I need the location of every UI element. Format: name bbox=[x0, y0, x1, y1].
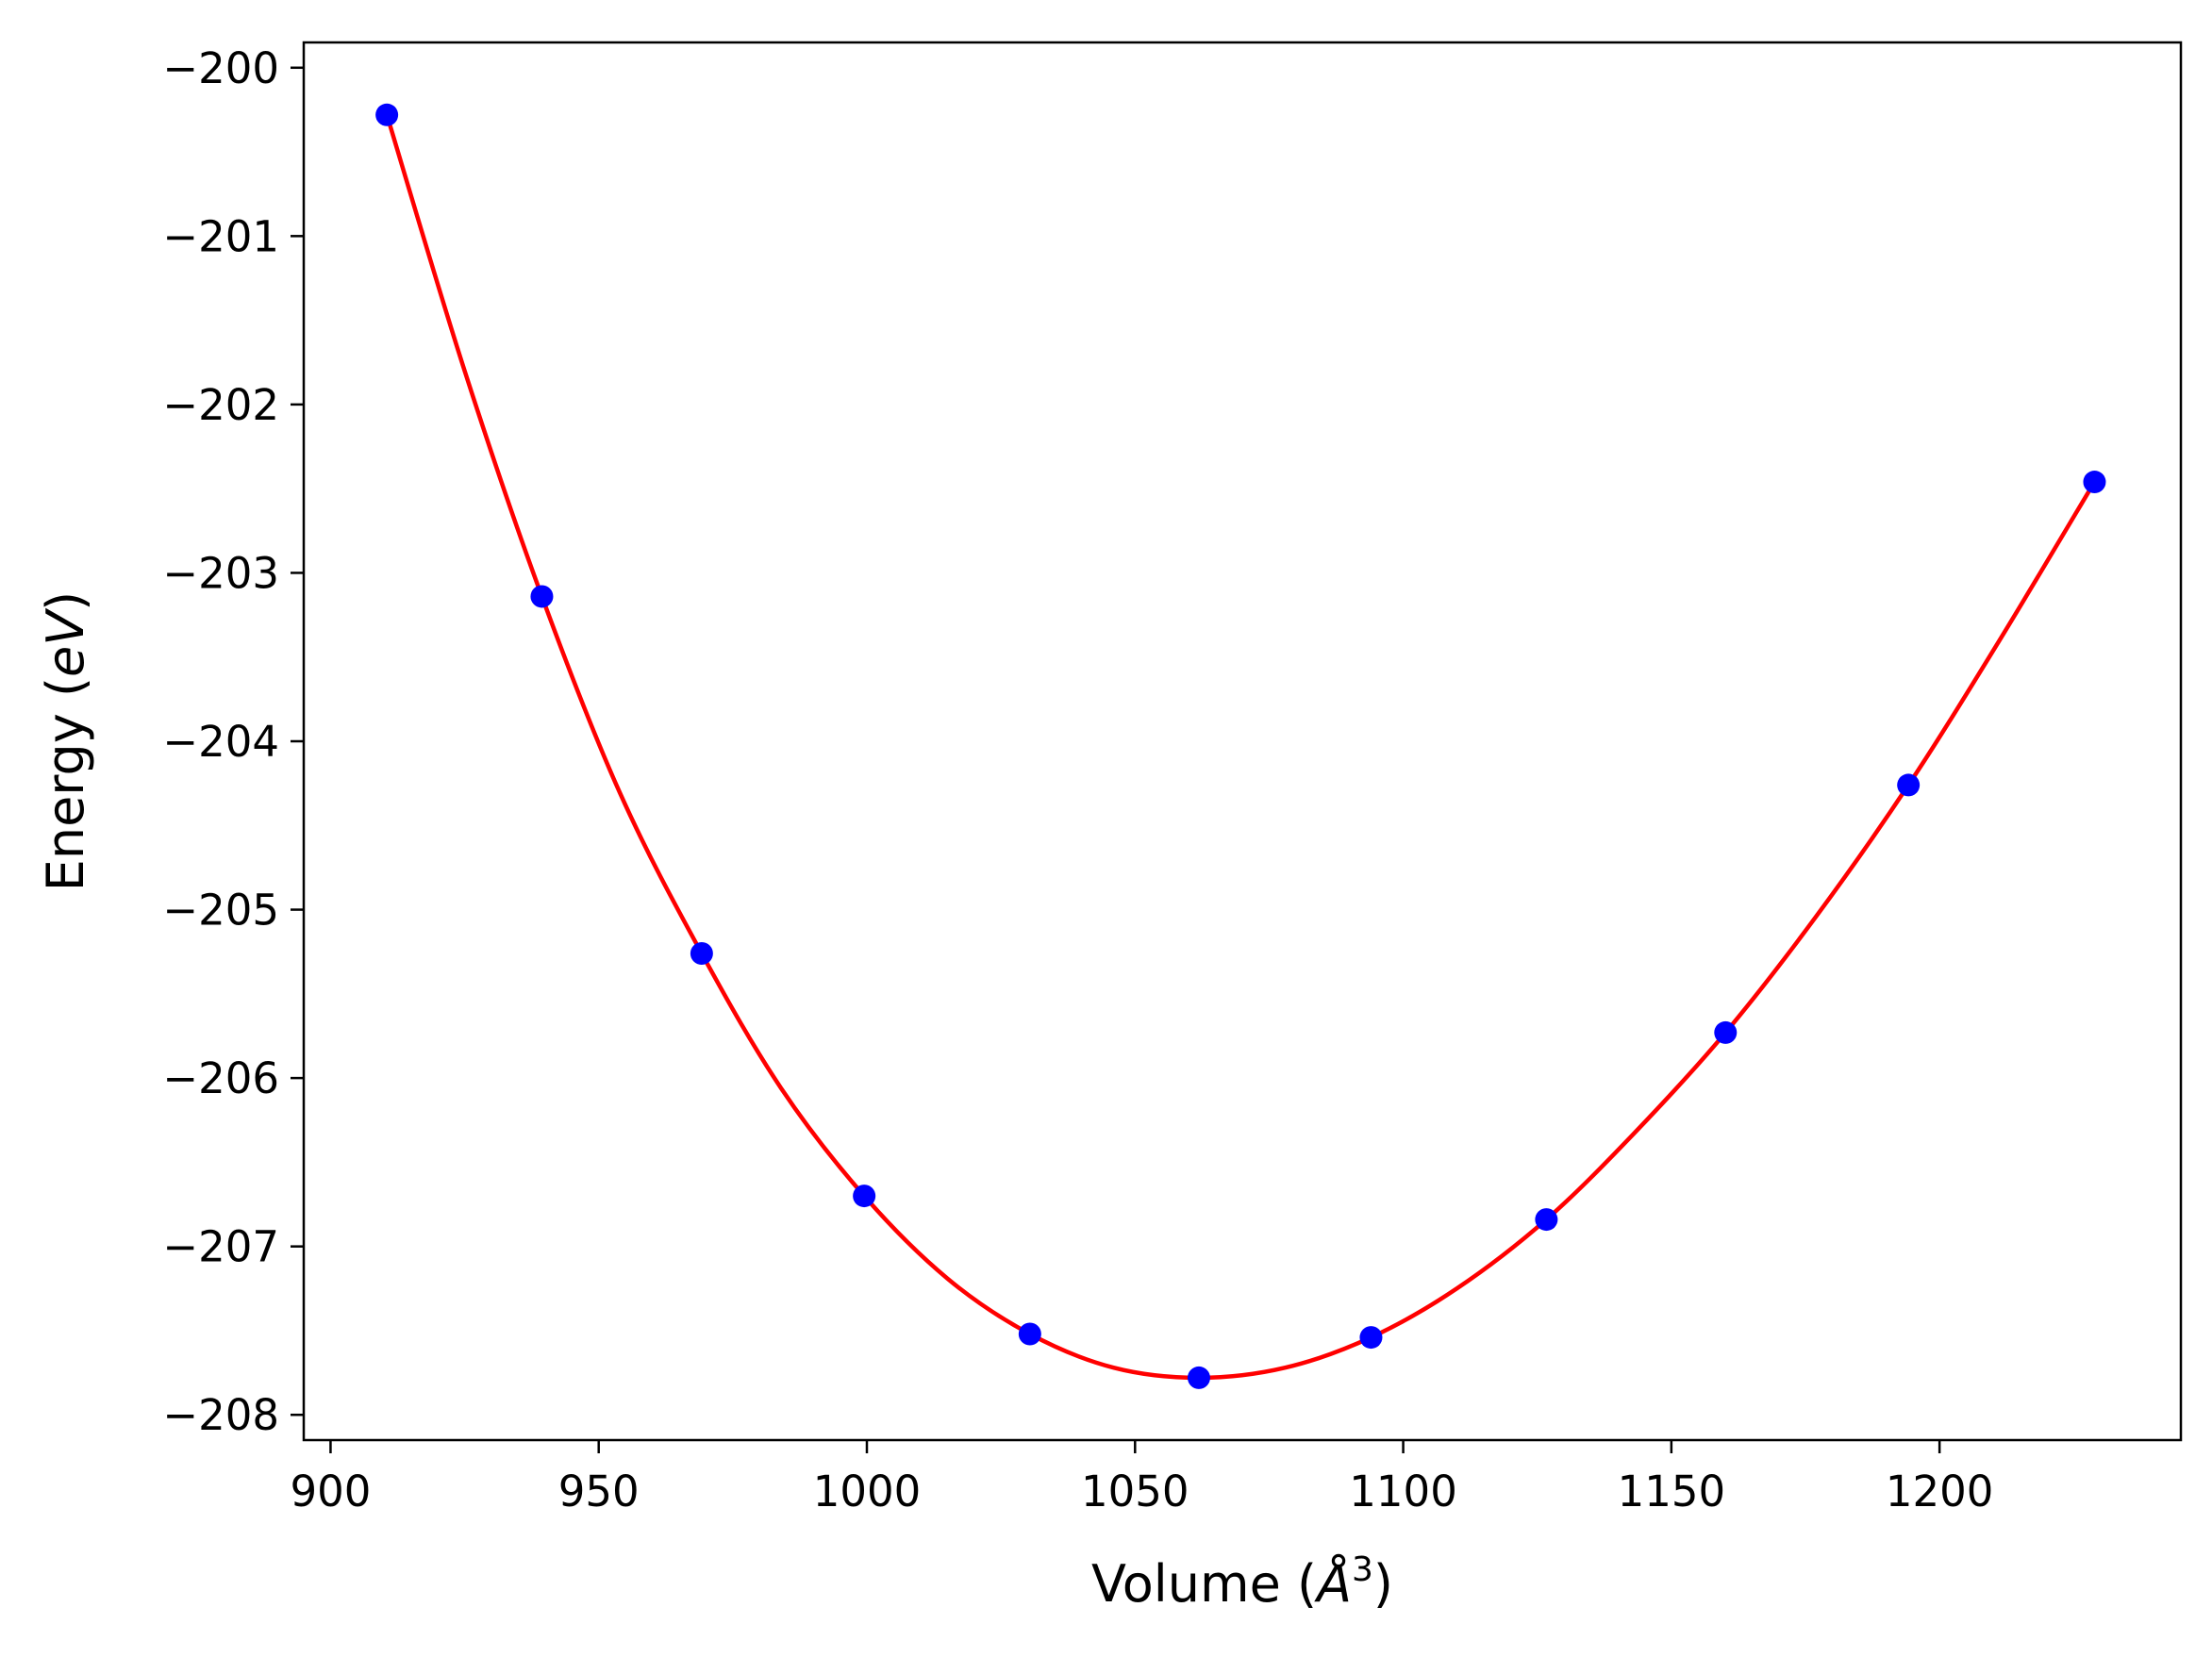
data-point bbox=[375, 103, 399, 126]
data-point bbox=[1714, 1020, 1738, 1044]
x-tick-label: 1050 bbox=[1081, 1466, 1189, 1516]
x-tick-label: 950 bbox=[558, 1466, 640, 1516]
y-tick-label: −203 bbox=[162, 548, 279, 598]
plot-area bbox=[304, 42, 2181, 1440]
data-point bbox=[690, 941, 713, 965]
y-tick-label: −206 bbox=[162, 1053, 279, 1103]
data-point bbox=[1187, 1366, 1210, 1389]
data-point bbox=[853, 1185, 876, 1208]
x-axis-label: Volume (Å3) bbox=[1091, 1550, 1393, 1614]
y-tick-label: −207 bbox=[162, 1222, 279, 1272]
fit-curve bbox=[384, 114, 2097, 1381]
x-tick-label: 1100 bbox=[1349, 1466, 1457, 1516]
x-tick-label: 1150 bbox=[1618, 1466, 1726, 1516]
y-axis-label: Energy (eV) bbox=[36, 591, 95, 892]
data-point bbox=[1897, 773, 1921, 797]
y-tick-label: −205 bbox=[162, 886, 279, 936]
x-axis: 900 950 1000 1050 1100 1150 1200 bbox=[290, 1440, 1993, 1516]
y-tick-label: −204 bbox=[162, 717, 279, 767]
x-tick-label: 1200 bbox=[1886, 1466, 1994, 1516]
y-tick-label: −201 bbox=[162, 211, 279, 261]
data-points-layer bbox=[375, 103, 2106, 1389]
x-tick-label: 1000 bbox=[813, 1466, 922, 1516]
data-point bbox=[530, 585, 554, 608]
y-tick-label: −200 bbox=[162, 43, 279, 93]
data-point bbox=[1018, 1322, 1041, 1346]
data-point bbox=[1535, 1208, 1558, 1232]
y-axis: −200 −201 −202 −203 −204 −205 −206 −207 −208 bbox=[162, 43, 304, 1440]
x-tick-label: 900 bbox=[290, 1466, 371, 1516]
data-point bbox=[2083, 471, 2106, 494]
y-tick-label: −202 bbox=[162, 380, 279, 430]
fit-curve-layer bbox=[384, 114, 2097, 1381]
data-point bbox=[1359, 1326, 1383, 1350]
y-tick-label: −208 bbox=[162, 1390, 279, 1440]
